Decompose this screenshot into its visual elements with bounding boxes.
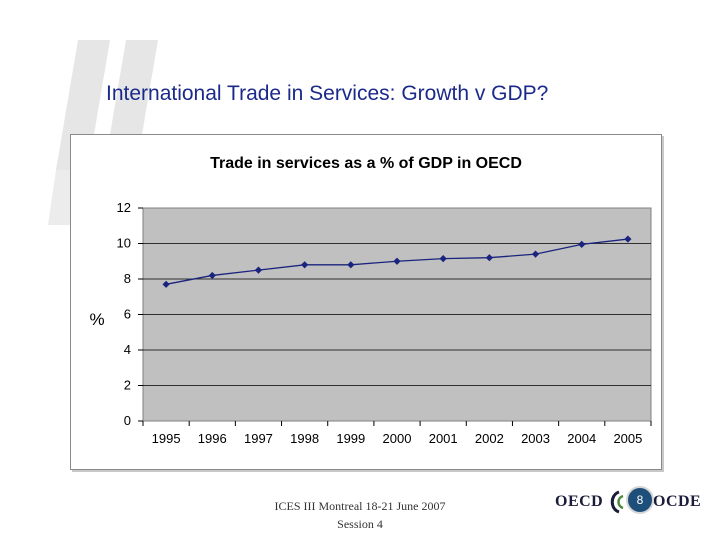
data-point-1997: [254, 266, 263, 274]
x-tick-label-2005: 2005: [613, 431, 642, 446]
data-point-2004: [578, 240, 586, 248]
y-tick-label-8: 8: [124, 271, 131, 286]
data-point-2001: [439, 254, 447, 263]
y-tick-label-0: 0: [124, 413, 131, 428]
data-point-1995: [162, 280, 170, 288]
footer-event: ICES III Montreal 18-21 June 2007: [274, 499, 446, 513]
footer: ICES III Montreal 18-21 June 2007 Sessio…: [255, 497, 465, 533]
data-point-2003: [531, 250, 540, 258]
x-tick-label-1999: 1999: [336, 431, 365, 446]
x-tick-label-1998: 1998: [290, 431, 319, 446]
chart-container: Trade in services as a % of GDP in OECD …: [70, 134, 662, 470]
x-axis-ticks: 1995 1996 1997 1998 1999 2000 2001 2002 2003 2004…: [142, 421, 652, 446]
chart-title: Trade in services as a % of GDP in OECD: [210, 155, 522, 172]
page-number-badge: 8: [626, 486, 654, 514]
oecd-logo: OECD OCDE: [555, 487, 705, 517]
x-tick-label-2004: 2004: [567, 431, 596, 446]
y-tick-label-12: 12: [117, 200, 131, 215]
logo-oecd-text: OECD: [555, 493, 604, 510]
x-tick-label-2001: 2001: [429, 431, 458, 446]
data-point-2000: [393, 257, 401, 265]
y-tick-label-4: 4: [124, 342, 131, 357]
x-tick-label-1997: 1997: [244, 431, 273, 446]
x-tick-label-2003: 2003: [521, 431, 550, 446]
y-tick-label-6: 6: [124, 307, 131, 322]
x-tick-label-1995: 1995: [152, 431, 181, 446]
y-tick-label-2: 2: [124, 378, 131, 393]
footer-session: Session 4: [337, 517, 383, 531]
grid-lines: [143, 243, 651, 386]
logo-mark-icon: [610, 490, 624, 514]
x-tick-label-1996: 1996: [198, 431, 227, 446]
x-tick-label-2002: 2002: [475, 431, 504, 446]
data-point-1999: [347, 261, 355, 269]
data-point-1998: [301, 261, 309, 269]
y-tick-label-10: 10: [117, 236, 131, 251]
logo-ocde-text: OCDE: [653, 493, 702, 510]
y-axis-label: %: [89, 310, 104, 329]
x-tick-label-2000: 2000: [383, 431, 412, 446]
chart: Trade in services as a % of GDP in OECD …: [89, 155, 652, 446]
data-point-1996: [208, 271, 216, 280]
data-point-2005: [624, 235, 632, 243]
y-axis-ticks: 0 2 4 6 8 10 12: [117, 200, 143, 428]
slide-title: International Trade in Services: Growth …: [106, 82, 549, 105]
series-group: [162, 235, 632, 288]
